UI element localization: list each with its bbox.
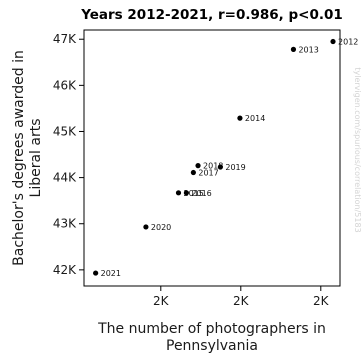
y-axis: 42K 43K 44K 45K 46K 47K bbox=[53, 32, 84, 277]
y-tick-label: 44K bbox=[53, 171, 77, 185]
data-point-2014 bbox=[237, 115, 243, 121]
y-axis-label-line-1: Bachelor's degrees awarded in bbox=[11, 50, 27, 266]
data-point-2020 bbox=[143, 224, 149, 230]
data-point-2017 bbox=[190, 169, 196, 176]
point-label-2020: 2020 bbox=[151, 223, 171, 232]
y-tick-label: 43K bbox=[53, 217, 77, 231]
point-label-2012: 2012 bbox=[338, 38, 358, 47]
data-point-2016 bbox=[183, 190, 189, 196]
y-axis-label-line-2: Liberal arts bbox=[28, 119, 44, 198]
x-tick-label: 2K bbox=[153, 294, 170, 308]
point-label-2021: 2021 bbox=[101, 269, 121, 278]
point-label-2016: 2016 bbox=[191, 189, 211, 198]
data-point-2015 bbox=[175, 190, 182, 196]
x-axis-label-line-2: Pennsylvania bbox=[166, 338, 258, 354]
chart-title: Years 2012-2021, r=0.986, p<0.01 bbox=[80, 7, 343, 23]
point-label-2015: 2015 bbox=[183, 189, 203, 198]
x-axis: 2K 2K 2K bbox=[153, 286, 330, 308]
x-tick-label: 2K bbox=[233, 294, 250, 308]
y-tick-label: 42K bbox=[53, 263, 77, 277]
point-label-2019: 2019 bbox=[225, 163, 245, 172]
plot-area-frame bbox=[83, 29, 341, 287]
x-axis-label-line-1: The number of photographers in bbox=[97, 321, 326, 337]
point-label-2014: 2014 bbox=[245, 114, 265, 123]
x-tick-label: 2K bbox=[313, 294, 330, 308]
y-tick-label: 46K bbox=[53, 78, 77, 92]
point-label-2018: 2018 bbox=[203, 162, 223, 171]
point-label-2013: 2013 bbox=[298, 45, 318, 54]
data-point-2018 bbox=[195, 163, 201, 169]
data-point-2013 bbox=[290, 46, 297, 52]
data-point-2019 bbox=[217, 164, 223, 170]
watermark: tylervigen.com/spurious/correlation/5183 bbox=[353, 67, 362, 232]
data-point-2012 bbox=[330, 38, 336, 45]
y-tick-label: 45K bbox=[53, 124, 77, 138]
y-tick-label: 47K bbox=[53, 32, 77, 46]
point-label-2017: 2017 bbox=[198, 169, 218, 178]
data-point-2021 bbox=[93, 270, 99, 276]
